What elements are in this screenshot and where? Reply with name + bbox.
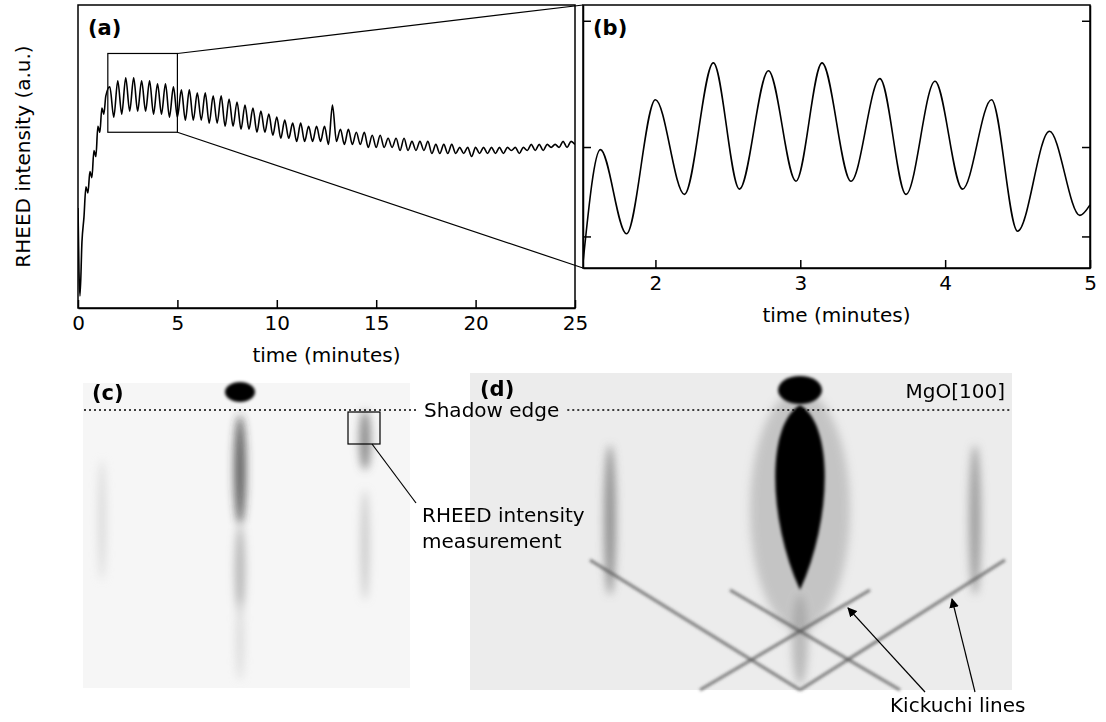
streak: [361, 490, 369, 600]
y-tick-mark-right: [1082, 147, 1090, 149]
x-tick-label: 25: [563, 311, 588, 335]
x-tick-label: 15: [364, 311, 389, 335]
plot-area: [583, 63, 1090, 263]
panel-label: (c): [92, 381, 124, 405]
y-tick: [583, 21, 591, 22]
x-tick-label: 5: [172, 311, 185, 335]
y-tick-right: [1082, 21, 1090, 22]
x-tick-mark: [655, 260, 657, 268]
kikuchi-lines: [590, 560, 1005, 690]
x-tick: 3: [794, 260, 807, 295]
zoom-connector: [177, 5, 583, 53]
x-tick-mark: [78, 300, 80, 308]
plot-frame: [78, 5, 575, 308]
x-tick: 0: [72, 300, 85, 335]
y-tick-right: [1082, 147, 1090, 148]
measurement-label: RHEED intensitymeasurement: [422, 503, 585, 553]
y-tick-mark-right: [1082, 21, 1090, 23]
x-tick-mark: [475, 300, 477, 308]
x-tick-label: 0: [72, 311, 85, 335]
x-tick: 15: [364, 300, 389, 335]
x-tick-label: 2: [650, 271, 663, 295]
streak: [750, 390, 850, 630]
y-tick: [583, 236, 591, 237]
panel: 0 5 10 15 20 25 (a) time (minutes) RHEED intensi…: [11, 5, 588, 367]
x-axis-line: [79, 308, 576, 310]
streak: [236, 600, 244, 680]
shadow-edge-label: Shadow edge: [424, 398, 559, 422]
streak: [98, 460, 106, 580]
panel: 2 3 4 5 (b) time (minutes): [583, 5, 1097, 327]
leader-line: [372, 444, 416, 503]
x-tick: 10: [265, 300, 290, 335]
shadow-edge-line: [84, 409, 416, 410]
plot-area: [78, 78, 575, 296]
kikuchi-line: [800, 560, 1005, 690]
streak: [359, 410, 371, 470]
x-tick-mark: [575, 300, 577, 308]
y-tick-mark: [583, 236, 591, 238]
y-tick-mark: [583, 147, 591, 149]
streak: [234, 415, 246, 525]
image-c: [83, 382, 410, 688]
streak: [792, 595, 808, 685]
kikuchi-line: [730, 590, 900, 690]
y-axis-right-line: [1090, 6, 1092, 269]
x-tick: 5: [172, 300, 185, 335]
zoom-box: [108, 53, 178, 132]
y-axis-title: RHEED intensity (a.u.): [11, 45, 35, 267]
direct-beam: [225, 382, 255, 402]
plot-frame: [583, 5, 1090, 268]
x-tick: 25: [563, 300, 588, 335]
x-tick-label: 10: [265, 311, 290, 335]
x-tick-mark: [376, 300, 378, 308]
y-axis-line: [583, 6, 585, 269]
x-tick-label: 4: [939, 271, 952, 295]
y-tick-mark: [583, 21, 591, 23]
direct-beam: [778, 376, 822, 404]
x-axis-title: time (minutes): [252, 343, 400, 367]
x-tick: 20: [463, 300, 488, 335]
x-axis: 2 3 4 5: [584, 260, 1097, 295]
x-axis-line: [584, 268, 1091, 270]
kikuchi-line: [700, 590, 870, 690]
panel-label: (a): [88, 16, 121, 40]
x-axis: 0 5 10 15 20 25: [72, 300, 588, 335]
kikuchi-arrow: [952, 599, 975, 692]
x-tick: 4: [939, 260, 952, 295]
x-axis-title: time (minutes): [762, 303, 910, 327]
y-axis-right: [1082, 6, 1091, 269]
streak: [969, 445, 981, 595]
x-tick-label: 5: [1084, 271, 1097, 295]
x-tick-mark: [945, 260, 947, 268]
specular-spot: [775, 405, 825, 590]
x-tick-mark: [177, 300, 179, 308]
y-tick-right: [1082, 236, 1090, 237]
shadow-edge-line: [567, 409, 1012, 410]
kikuchi-arrow: [848, 608, 925, 692]
intensity-line: [78, 78, 575, 296]
direction-label: MgO[100]: [906, 379, 1005, 403]
image-background: [83, 383, 410, 688]
zoom-connector: [177, 132, 583, 268]
kikuchi-label: Kickuchi lines: [890, 693, 1025, 717]
x-tick-label: 20: [463, 311, 488, 335]
figure: 0510152025(a)time (minutes)RHEED intensi…: [0, 0, 1106, 722]
rheed-images: (c)(d)MgO[100]Shadow edgeRHEED intensity…: [83, 373, 1025, 717]
y-tick-mark-right: [1082, 236, 1090, 238]
x-tick-mark: [277, 300, 279, 308]
x-tick: 2: [650, 260, 663, 295]
x-tick-label: 3: [794, 271, 807, 295]
intensity-line: [583, 63, 1090, 263]
kikuchi-line: [590, 560, 800, 690]
y-tick: [583, 147, 591, 148]
measurement-box: [348, 412, 380, 444]
diffraction-streaks: [98, 410, 371, 680]
x-tick-mark: [800, 260, 802, 268]
panel-label: (b): [593, 16, 627, 40]
diffraction-streaks: [604, 390, 981, 685]
